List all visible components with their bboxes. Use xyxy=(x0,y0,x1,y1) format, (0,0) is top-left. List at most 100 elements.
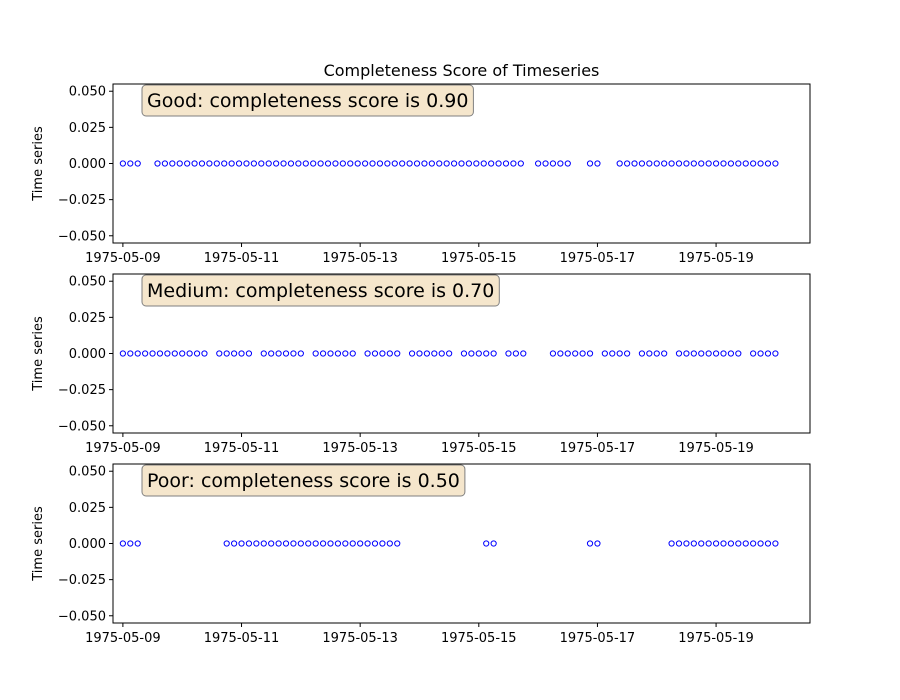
data-point xyxy=(735,350,742,357)
y-tick-label: −0.050 xyxy=(58,609,106,624)
data-point xyxy=(334,350,342,357)
data-point xyxy=(134,160,141,167)
data-point xyxy=(475,350,482,357)
data-point xyxy=(176,160,183,167)
data-point xyxy=(260,350,267,357)
data-point xyxy=(228,160,235,167)
data-point xyxy=(231,540,238,547)
data-point xyxy=(727,160,735,167)
data-point xyxy=(594,540,601,547)
data-point xyxy=(273,160,280,167)
data-point xyxy=(488,160,495,167)
data-point xyxy=(668,160,675,167)
data-point xyxy=(342,540,349,547)
data-point xyxy=(675,350,683,357)
data-point xyxy=(282,540,290,547)
data-point xyxy=(134,350,141,357)
y-tick-label: −0.025 xyxy=(58,193,106,208)
y-tick-label: −0.050 xyxy=(58,229,106,244)
data-point xyxy=(250,160,257,167)
data-point xyxy=(661,160,668,167)
data-point xyxy=(280,160,287,167)
data-point xyxy=(245,540,253,547)
x-tick-label: 1975-05-13 xyxy=(322,631,398,646)
data-point xyxy=(460,350,468,357)
data-point xyxy=(517,160,524,167)
data-point xyxy=(572,350,579,357)
data-point xyxy=(297,540,304,547)
x-tick-label: 1975-05-19 xyxy=(678,251,754,266)
data-point xyxy=(458,160,465,167)
data-point xyxy=(624,350,631,357)
chart-title: Completeness Score of Timeseries xyxy=(324,61,600,80)
data-point xyxy=(772,350,779,357)
data-point xyxy=(675,540,683,547)
data-point xyxy=(342,350,349,357)
data-point xyxy=(394,540,401,547)
data-point xyxy=(169,160,176,167)
y-axis-label: Time series xyxy=(31,126,46,202)
data-point xyxy=(750,540,757,547)
data-point xyxy=(171,350,178,357)
data-point xyxy=(319,350,327,357)
data-point xyxy=(690,540,697,547)
data-point xyxy=(371,540,379,547)
data-point xyxy=(238,350,245,357)
data-point xyxy=(235,160,243,167)
x-tick-label: 1975-05-15 xyxy=(441,441,517,456)
data-point xyxy=(638,160,646,167)
data-point xyxy=(436,160,443,167)
data-point xyxy=(428,160,435,167)
data-point xyxy=(198,160,206,167)
data-point xyxy=(156,350,164,357)
data-point xyxy=(324,160,332,167)
data-point xyxy=(505,350,512,357)
data-point xyxy=(772,540,779,547)
data-point xyxy=(332,160,339,167)
data-point xyxy=(421,160,428,167)
y-tick-label: 0.050 xyxy=(69,275,106,290)
data-point xyxy=(379,350,386,357)
data-point xyxy=(260,540,267,547)
data-point xyxy=(349,350,356,357)
x-tick-label: 1975-05-19 xyxy=(678,441,754,456)
data-point xyxy=(683,350,690,357)
data-point xyxy=(127,350,134,357)
data-point xyxy=(413,160,421,167)
data-point xyxy=(495,160,502,167)
y-tick-label: 0.025 xyxy=(69,121,106,136)
data-point xyxy=(698,540,705,547)
y-tick-label: 0.000 xyxy=(69,347,106,362)
annotation-box xyxy=(141,84,474,117)
data-point xyxy=(443,160,450,167)
data-point xyxy=(653,160,660,167)
data-point xyxy=(601,350,608,357)
data-point xyxy=(720,540,727,547)
x-tick-label: 1975-05-09 xyxy=(85,441,161,456)
data-point xyxy=(757,540,764,547)
data-point xyxy=(191,160,198,167)
annotation-box xyxy=(141,464,466,497)
annotation-text: Medium: completeness score is 0.70 xyxy=(147,280,494,302)
subplot-1: 0.050 0.025 0.000 −0.025 −0.050 1975-05-09 197… xyxy=(31,83,811,266)
data-point xyxy=(142,350,149,357)
data-point xyxy=(206,160,213,167)
data-point xyxy=(391,160,398,167)
data-point xyxy=(290,350,297,357)
x-tick-label: 1975-05-17 xyxy=(560,251,636,266)
data-point xyxy=(653,350,660,357)
data-point xyxy=(616,160,623,167)
x-tick-label: 1975-05-13 xyxy=(322,441,398,456)
data-point xyxy=(735,540,742,547)
data-point xyxy=(646,350,653,357)
data-point xyxy=(512,350,519,357)
data-point xyxy=(354,160,361,167)
data-point xyxy=(275,540,282,547)
data-point xyxy=(772,160,779,167)
data-point xyxy=(542,160,549,167)
data-point xyxy=(238,540,245,547)
data-point xyxy=(564,160,571,167)
data-point xyxy=(297,350,304,357)
data-point xyxy=(668,540,675,547)
data-point xyxy=(394,350,401,357)
